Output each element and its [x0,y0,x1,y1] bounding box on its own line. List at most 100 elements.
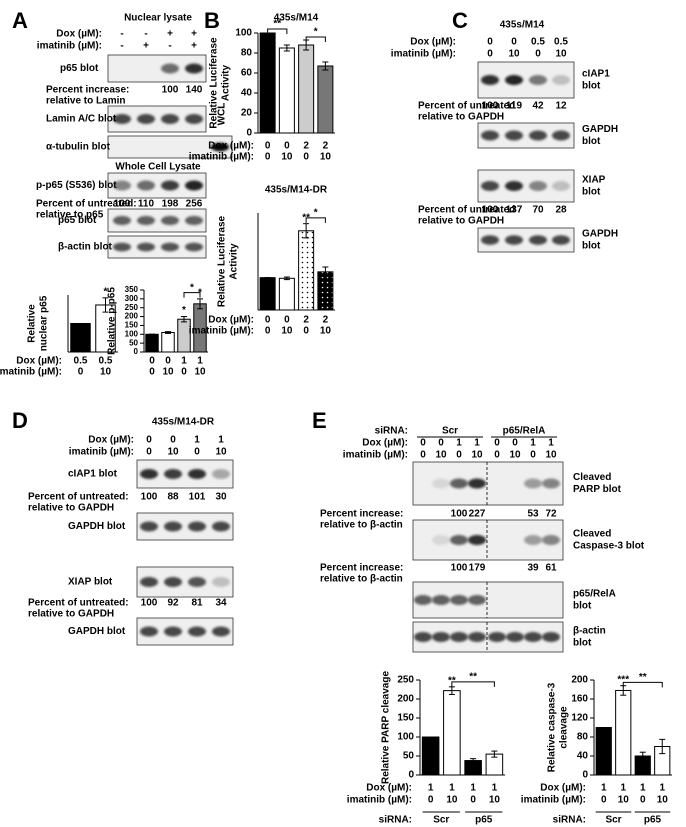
error-bar [102,297,109,313]
band [524,632,542,642]
blot [107,208,207,233]
band [212,577,230,587]
band [164,626,182,637]
quant-label: relative to β-actin [320,520,403,531]
panel-title: 435s/M14 [500,20,545,31]
band [161,63,179,74]
x-row-label: imatinib (µM): [189,152,254,163]
lane-row-label: Dox (µM): [410,37,456,48]
panel-letter: B [204,8,220,33]
significance-star: ** [469,672,477,683]
quant-label: Percent increase: [320,563,403,574]
lane-value: 1 [456,438,462,449]
band [161,242,179,252]
band [542,535,560,545]
lane-value: 0 [511,37,517,48]
blot-label: blot [582,136,601,147]
y-tick-label: 0 [246,128,252,139]
blot [107,235,207,259]
blot-label: p65/RelA [573,589,616,600]
band [450,535,468,545]
x-row-value: 0.5 [99,356,113,367]
y-tick-label: 0 [408,770,414,781]
blot-label: blot [582,81,601,92]
blot-label: PARP blot [573,484,622,495]
x-row-value: 0 [265,326,271,337]
y-axis-label: Relative Luciferase [217,215,228,307]
x-row-value: 10 [100,367,112,378]
x-row-value: 10 [320,152,332,163]
band [432,595,450,605]
x-row-value: 10 [281,152,293,163]
x-row-value: 1 [197,356,203,367]
x-row-value: 0 [303,326,309,337]
lane-value: 1 [194,435,200,446]
blot-label: XIAP [582,175,606,186]
quant-value: 119 [506,101,523,112]
lane-value: 1 [474,438,480,449]
lane-value: 10 [167,447,179,458]
x-row-value: 1 [601,783,607,794]
band [188,577,206,587]
lane-value: - [168,41,171,52]
quant-value: 53 [527,509,539,520]
x-row-value: 0 [470,795,476,806]
band [164,469,182,479]
lane-value: + [143,41,149,52]
y-tick-label: 80 [241,48,253,59]
band [542,632,560,642]
blot-label: p65 blot [60,63,99,74]
y-axis-label: Relative [27,304,38,343]
blot-label: Cleaved [573,472,611,483]
group-label: p65/RelA [503,426,546,437]
x-row-label: imatinib (µM): [189,326,254,337]
panel-letter: E [312,408,327,433]
lane-row-label: Dox (µM): [56,29,102,40]
blot-label: XIAP blot [68,577,113,588]
band [481,181,499,191]
quant-label: relative to Lamin [46,96,125,107]
quant-value: 100 [451,563,468,574]
blot-label: α-tubulin blot [46,142,111,153]
band [542,478,560,489]
band [188,521,206,532]
x-row-label: imatinib (µM): [347,795,412,806]
x-row-value: 0 [640,795,646,806]
quant-value: 227 [469,509,486,520]
band [529,130,547,141]
band [506,632,524,642]
x-row-value: 1 [492,783,498,794]
lane-value: 0.5 [531,37,545,48]
blot-label: β-actin blot [58,242,113,253]
y-tick-label: 350 [125,285,139,294]
significance-bracket [451,681,495,687]
band [552,130,570,141]
x-row-value: 2 [303,315,309,326]
band [529,75,547,85]
quant-value: 28 [555,205,567,216]
significance-star: ** [448,675,456,686]
band [468,595,486,605]
bar [145,333,159,353]
error-bar [165,331,171,334]
band [140,626,158,637]
x-row-value: 0 [165,356,171,367]
lane-value: 0 [420,438,426,449]
band [552,235,570,245]
lane-value: - [120,29,123,40]
error-bar [283,44,290,52]
group-label: Scr [433,815,449,826]
bar [259,32,276,134]
bar [615,689,632,776]
band [164,521,182,532]
band [212,521,230,532]
band [212,469,230,479]
quant-value: 81 [191,598,203,609]
band [552,75,570,85]
x-row-value: 0 [181,367,187,378]
lane-value: 0 [535,49,541,60]
x-row-value: 1 [659,783,665,794]
x-row-value: 10 [320,326,332,337]
band [113,242,131,252]
band [140,469,158,479]
